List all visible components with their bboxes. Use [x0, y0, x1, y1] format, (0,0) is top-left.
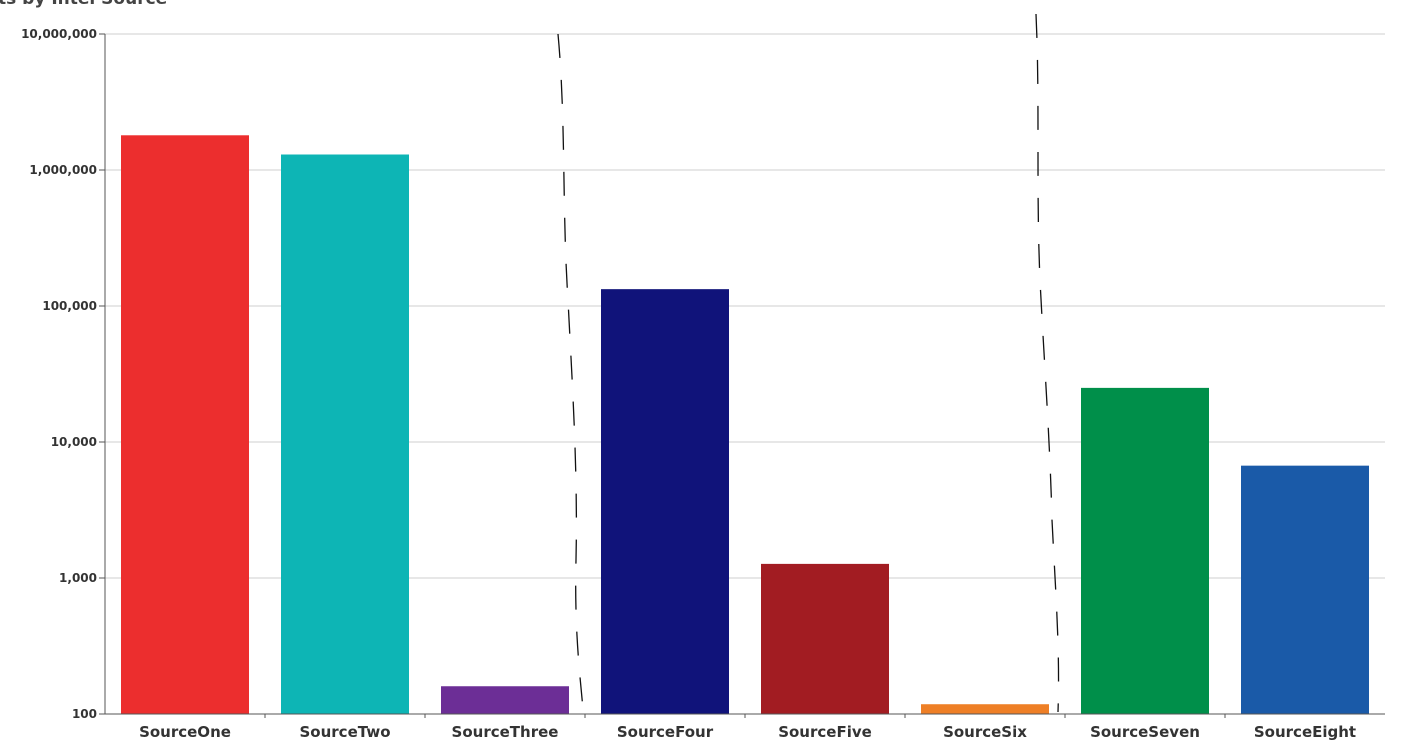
bar-sourceseven [1081, 387, 1209, 714]
x-tick-label: SourceThree [452, 723, 559, 741]
dashed-annotation-line [1035, 13, 1060, 713]
x-tick-label: SourceEight [1254, 723, 1356, 741]
x-tick-label: SourceOne [139, 723, 231, 741]
dashed-annotation-line [557, 33, 585, 723]
y-tick-label: 1,000 [59, 571, 97, 585]
y-tick-label: 1,000,000 [29, 163, 97, 177]
bar-sourcefour [601, 289, 729, 714]
bar-sourcefive [761, 563, 889, 714]
x-tick-label: SourceSix [943, 723, 1027, 741]
y-tick-label: 100 [72, 707, 97, 721]
bars [121, 135, 1369, 714]
x-axis-ticks: SourceOne SourceTwo SourceThree SourceFour S… [139, 714, 1356, 741]
x-tick-label: SourceSeven [1090, 723, 1200, 741]
x-tick-label: SourceFour [617, 723, 714, 741]
y-axis-ticks: 100 1,000 10,000 100,000 1,000,000 10,000,000 [21, 27, 105, 721]
bar-sourcesix [921, 704, 1049, 714]
chart-title: ts by Intel Source [0, 0, 167, 9]
y-tick-label: 10,000 [51, 435, 97, 449]
bar-sourcetwo [281, 154, 409, 714]
x-tick-label: SourceFive [778, 723, 872, 741]
y-tick-label: 100,000 [42, 299, 97, 313]
bar-sourceone [121, 135, 249, 714]
hand-drawn-annotations [557, 13, 1060, 723]
bar-sourceeight [1241, 465, 1369, 714]
y-tick-label: 10,000,000 [21, 27, 97, 41]
x-tick-label: SourceTwo [300, 723, 391, 741]
bar-sourcethree [441, 686, 569, 714]
